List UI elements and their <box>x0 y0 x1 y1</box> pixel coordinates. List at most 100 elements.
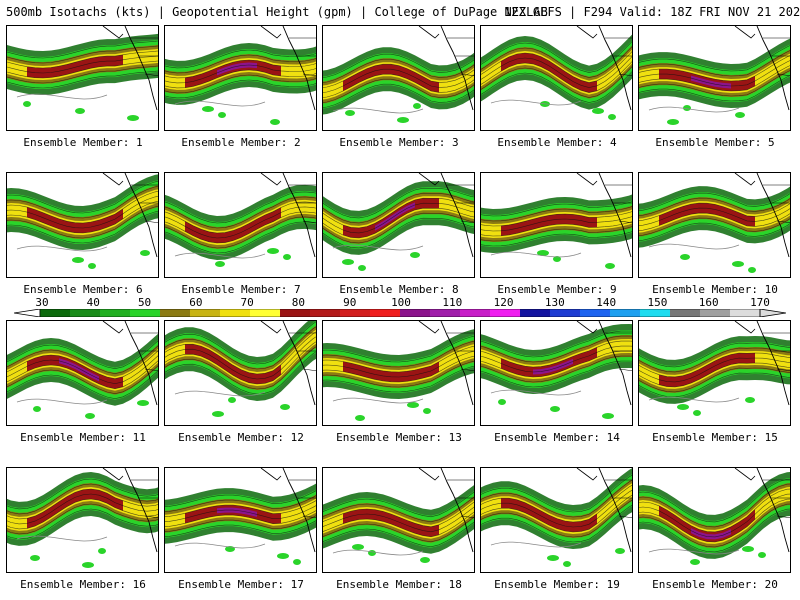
geopotential-height-contour <box>481 504 632 543</box>
geopotential-height-contour <box>481 201 632 217</box>
colorbar-outline <box>39 309 761 317</box>
geopotential-height-contour <box>165 510 316 528</box>
ensemble-member-label: Ensemble Member: 2 <box>181 136 301 149</box>
political-border <box>131 37 158 76</box>
wind-speed-blob <box>693 410 701 416</box>
coastline <box>102 26 124 39</box>
colorbar-swatch <box>160 309 191 317</box>
colorbar-swatch <box>640 309 671 317</box>
coastline <box>734 321 756 334</box>
geopotential-height-contour <box>323 58 474 83</box>
chart-header: 500mb Isotachs (kts) | Geopotential Heig… <box>0 5 800 21</box>
geopotential-height-contour <box>639 372 790 398</box>
height-contour-gray <box>648 106 740 113</box>
ensemble-member-map <box>480 172 633 278</box>
colorbar-swatch <box>40 309 71 317</box>
isotach-band-80kt <box>343 509 439 537</box>
height-contour-gray <box>490 99 582 106</box>
geopotential-height-contour <box>639 352 790 378</box>
height-contour-gray <box>16 535 108 542</box>
wind-speed-blob <box>550 406 560 412</box>
wind-speed-blob <box>283 254 291 260</box>
ensemble-member-map <box>164 25 317 131</box>
political-border <box>447 37 474 76</box>
ensemble-member-map <box>322 320 475 426</box>
coastline <box>734 468 756 481</box>
wind-speed-blob <box>75 108 85 114</box>
geopotential-height-contour <box>165 495 316 513</box>
wind-speed-blob <box>358 265 366 271</box>
geopotential-height-contour <box>165 490 316 508</box>
geopotential-height-contour <box>7 483 158 515</box>
coastline <box>102 173 124 186</box>
wind-speed-blob <box>218 112 226 118</box>
coastline <box>260 26 282 39</box>
coastline <box>576 321 598 334</box>
geopotential-height-contour <box>639 347 790 373</box>
wind-speed-blob <box>537 250 549 256</box>
wind-speed-blob <box>605 263 615 269</box>
colorbar-tick-label: 120 <box>493 296 514 309</box>
wind-speed-blob <box>72 257 84 263</box>
colorbar-swatch <box>250 309 281 317</box>
colorbar-swatch <box>610 309 641 317</box>
coastline <box>440 26 474 111</box>
geopotential-height-contour <box>323 53 474 78</box>
colorbar-tick-label: 40 <box>86 296 100 309</box>
coastline <box>756 173 790 258</box>
geopotential-height-contour <box>165 351 316 395</box>
geopotential-height-contour <box>481 66 632 98</box>
height-contour-gray <box>490 251 582 258</box>
geopotential-height-contour <box>481 216 632 232</box>
geopotential-height-contour <box>481 340 632 368</box>
geopotential-height-contour <box>7 370 158 400</box>
colorbar-swatch <box>430 309 461 317</box>
ensemble-member-map <box>480 320 633 426</box>
colorbar-tick-label: 160 <box>698 296 719 309</box>
geopotential-height-contour <box>481 355 632 383</box>
isotach-band-80kt <box>185 207 281 243</box>
isotach-band-80kt <box>185 505 281 524</box>
coastline <box>576 173 598 186</box>
wind-speed-blob <box>215 261 225 267</box>
coastline <box>440 468 474 553</box>
height-contour-gray <box>332 549 424 556</box>
colorbar-tick-label: 130 <box>544 296 565 309</box>
geopotential-height-contour <box>323 192 474 224</box>
isotach-band-80kt <box>659 203 755 227</box>
coastline <box>598 173 632 258</box>
wind-speed-blob <box>280 404 290 410</box>
political-border <box>131 332 158 371</box>
geopotential-height-contour <box>7 498 158 530</box>
wind-speed-blob <box>140 250 150 256</box>
geopotential-height-contour <box>7 196 158 229</box>
geopotential-height-contour <box>7 345 158 375</box>
political-border <box>605 332 632 371</box>
political-border <box>447 184 474 223</box>
coastline <box>576 26 598 39</box>
geopotential-height-contour <box>7 340 158 370</box>
colorbar-swatch <box>190 309 221 317</box>
colorbar-tick-labels: 30 40 50 60 70 80 90 100 110 120 130 140 150 160 170 <box>0 296 800 309</box>
ensemble-member-map <box>480 467 633 573</box>
isotach-colorbar <box>14 309 786 317</box>
wind-speed-blob <box>420 557 430 563</box>
height-contour-gray <box>490 541 582 548</box>
geopotential-height-contour <box>165 216 316 249</box>
geopotential-height-contour <box>7 191 158 224</box>
geopotential-height-contour <box>165 331 316 375</box>
geopotential-height-contour <box>481 335 632 363</box>
coastline <box>756 26 790 111</box>
wind-speed-blob <box>615 548 625 554</box>
geopotential-height-contour <box>639 508 790 553</box>
ensemble-member-label: Ensemble Member: 14 <box>494 431 620 444</box>
wind-speed-blob <box>267 248 279 254</box>
geopotential-height-contour <box>481 71 632 103</box>
geopotential-height-contour <box>165 336 316 380</box>
coastline <box>282 173 316 258</box>
ensemble-member-label: Ensemble Member: 5 <box>655 136 775 149</box>
wind-speed-blob <box>407 402 419 408</box>
coastline <box>418 26 440 39</box>
political-border <box>289 479 316 518</box>
wind-speed-blob <box>608 114 616 120</box>
